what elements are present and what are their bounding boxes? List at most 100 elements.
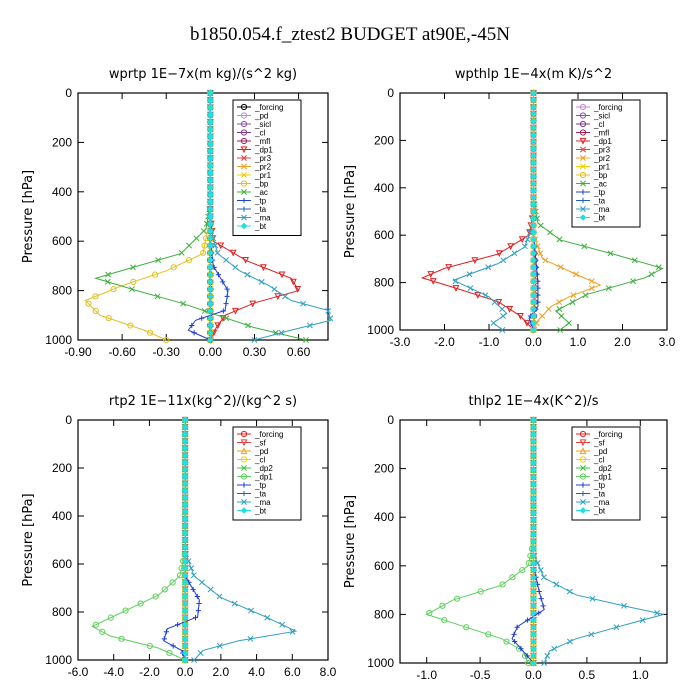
- x-tick-label: 2.0: [614, 335, 631, 349]
- series-marker: [188, 565, 195, 572]
- series-marker: [441, 617, 448, 624]
- legend-label: _pr2: [254, 163, 272, 172]
- legend-label: _tp: [254, 481, 267, 490]
- y-axis-label: Pressure [hPa]: [343, 165, 358, 258]
- y-tick-label: 600: [374, 228, 394, 242]
- legend-label: _sicl: [593, 112, 610, 121]
- series-line: [420, 93, 534, 331]
- legend-marker: [241, 163, 247, 170]
- series-marker: [181, 635, 189, 643]
- y-tick-label: 1000: [45, 333, 72, 347]
- series-marker: [530, 566, 537, 574]
- series-marker: [530, 229, 537, 236]
- series-marker: [212, 242, 219, 249]
- series-marker: [530, 222, 537, 229]
- series-marker: [245, 322, 251, 329]
- series-marker: [556, 299, 563, 306]
- series-marker: [588, 278, 595, 285]
- series-marker: [178, 249, 185, 256]
- series-marker: [181, 614, 189, 621]
- x-tick-label: 0.30: [243, 345, 267, 359]
- series-marker: [452, 278, 459, 285]
- series-marker: [551, 645, 558, 652]
- series-marker: [190, 586, 196, 593]
- series-marker: [530, 531, 537, 538]
- series-marker: [524, 617, 531, 623]
- legend-label: _sicl: [254, 120, 271, 129]
- legend-label: _bt: [593, 214, 606, 223]
- series-marker: [185, 256, 193, 264]
- x-tick-label: -6.0: [68, 665, 89, 679]
- series-marker: [223, 301, 229, 307]
- legend-label: _ma: [254, 498, 271, 507]
- series-marker: [207, 89, 214, 97]
- series-marker: [518, 236, 526, 244]
- series-marker: [454, 595, 461, 602]
- series-marker: [463, 624, 470, 631]
- series-marker: [151, 271, 159, 278]
- x-tick-label: -0.60: [108, 345, 136, 359]
- series-marker: [207, 176, 214, 184]
- x-tick-label: 0.0: [525, 668, 542, 682]
- series-marker: [146, 642, 153, 649]
- series-marker: [196, 600, 202, 607]
- series-marker: [107, 614, 114, 621]
- series-line: [184, 420, 298, 661]
- legend-marker: [240, 103, 248, 111]
- series-marker: [294, 286, 302, 293]
- series-marker: [200, 228, 207, 234]
- series-marker: [530, 538, 537, 545]
- series-marker: [207, 264, 214, 271]
- series-marker: [181, 437, 189, 445]
- legend-label: _ac: [254, 188, 268, 197]
- series-marker: [104, 278, 111, 285]
- series-marker: [521, 243, 528, 250]
- legend-marker: [240, 129, 248, 136]
- series-marker: [207, 213, 214, 220]
- legend-label: _mfl: [593, 129, 609, 138]
- series-marker: [530, 312, 537, 320]
- legend-marker: [241, 206, 247, 212]
- series-line: [533, 420, 664, 664]
- series-marker: [181, 529, 189, 537]
- legend-marker: [580, 482, 586, 488]
- series-marker: [122, 607, 129, 614]
- chart-title: thlp2 1E−4x(K^2)/s: [469, 394, 599, 409]
- series-marker: [181, 586, 189, 593]
- legend-marker: [240, 430, 248, 438]
- series-marker: [530, 131, 537, 139]
- series-marker: [181, 430, 189, 438]
- series-marker: [229, 249, 237, 257]
- series-marker: [482, 292, 489, 299]
- series-marker: [192, 615, 199, 621]
- series-marker: [613, 624, 620, 631]
- y-tick-label: 200: [374, 462, 394, 476]
- x-tick-label: -2.0: [139, 665, 160, 679]
- y-tick-label: 200: [52, 461, 72, 475]
- legend-marker: [579, 507, 587, 514]
- series-marker: [181, 593, 189, 600]
- legend-label: _dp1: [593, 137, 612, 146]
- legend: _forcing_sf_pd_cl_dp2_dp1_tp_ta_ma_bt: [571, 426, 641, 521]
- series-marker: [530, 201, 537, 208]
- series-marker: [191, 657, 198, 663]
- series-line: [93, 93, 307, 341]
- legend-marker: [580, 146, 586, 153]
- series-marker: [181, 423, 189, 431]
- legend-marker: [241, 490, 247, 497]
- series-marker: [439, 602, 446, 609]
- series-marker: [216, 593, 223, 600]
- series-marker: [207, 307, 214, 315]
- series-marker: [207, 220, 214, 228]
- series-marker: [105, 271, 112, 278]
- y-tick-label: 1000: [45, 653, 72, 667]
- series-marker: [530, 187, 537, 194]
- series-marker: [605, 285, 612, 292]
- series-marker: [530, 638, 537, 645]
- legend-marker: [580, 189, 586, 195]
- series-marker: [181, 416, 189, 424]
- series-marker: [530, 552, 537, 560]
- series-marker: [426, 609, 433, 617]
- legend-label: _pr3: [254, 154, 272, 163]
- series-line: [163, 420, 200, 661]
